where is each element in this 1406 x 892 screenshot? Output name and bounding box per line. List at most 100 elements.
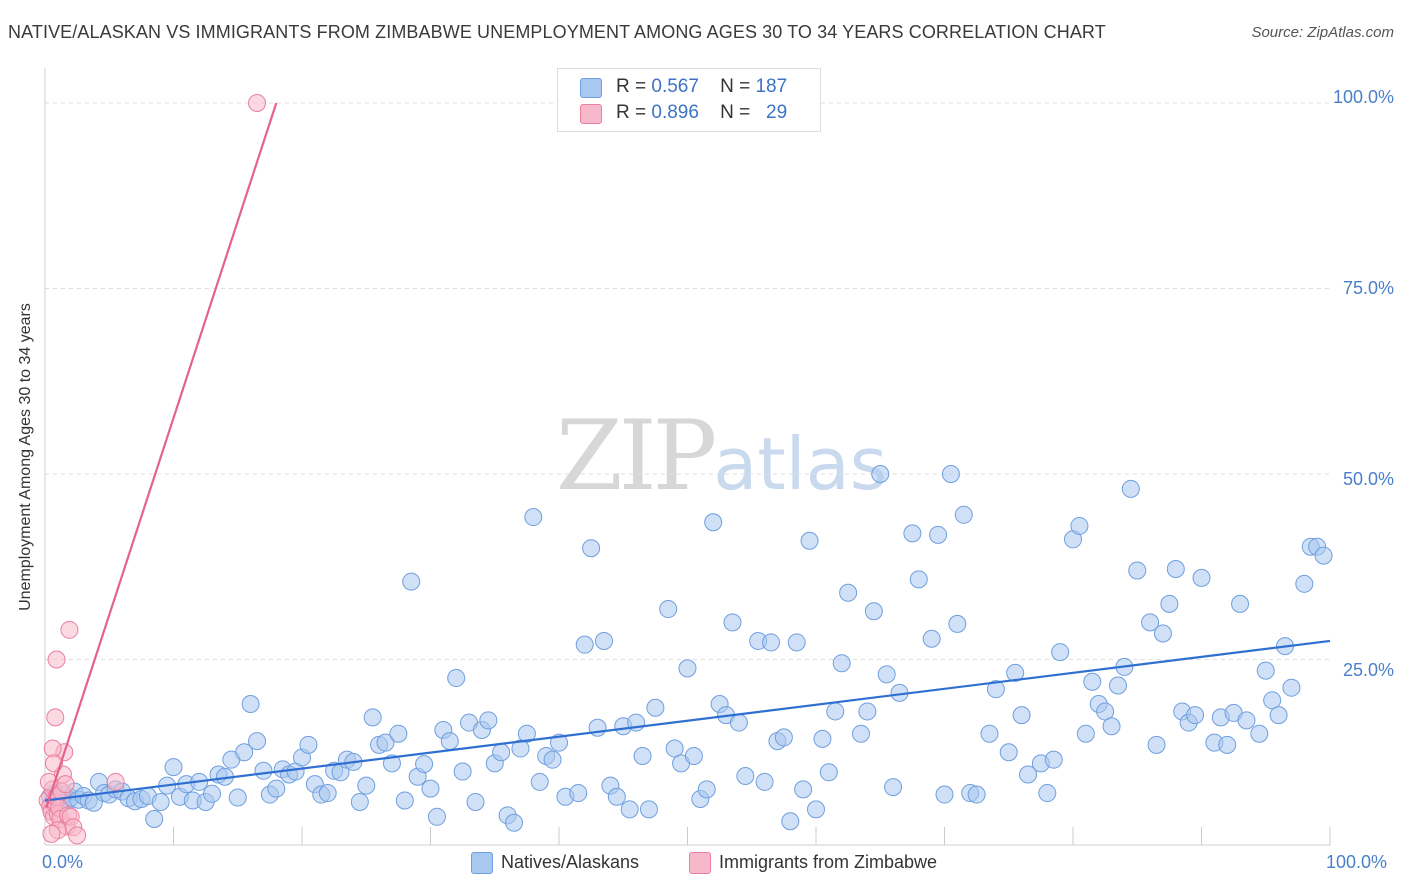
data-point — [254, 761, 273, 780]
trend-line — [44, 639, 1331, 802]
data-point — [530, 772, 549, 791]
data-point — [986, 680, 1005, 699]
data-point — [517, 724, 536, 743]
data-point — [164, 758, 183, 777]
watermark-atlas: atlas — [713, 422, 888, 506]
data-point — [145, 810, 164, 829]
legend-r-value: 0.567 — [651, 76, 699, 97]
data-point — [1153, 624, 1172, 643]
data-point — [1044, 750, 1063, 769]
trend-line — [45, 102, 278, 809]
data-point — [646, 698, 665, 717]
data-point — [60, 620, 79, 639]
data-point — [1141, 613, 1160, 632]
data-point — [980, 724, 999, 743]
data-point — [736, 766, 755, 785]
data-point — [948, 614, 967, 633]
data-point — [1051, 643, 1070, 662]
legend-r-label: R = — [616, 76, 647, 97]
data-point — [1070, 516, 1089, 535]
data-point — [421, 779, 440, 798]
legend-n-label: N = — [720, 102, 751, 123]
data-point — [582, 539, 601, 558]
data-point — [794, 780, 813, 799]
data-point — [1186, 706, 1205, 725]
data-point — [1166, 559, 1185, 578]
data-point — [382, 754, 401, 773]
data-point — [357, 776, 376, 795]
bottom-legend-swatch-zimbabwe — [689, 852, 711, 874]
data-point — [447, 669, 466, 688]
data-point — [826, 702, 845, 721]
data-point — [762, 633, 781, 652]
data-point — [594, 631, 613, 650]
data-point — [832, 654, 851, 673]
data-point — [248, 94, 267, 112]
data-point — [248, 732, 267, 751]
data-point — [1147, 735, 1166, 754]
data-point — [505, 813, 524, 832]
legend-n-value: 29 — [766, 102, 788, 123]
watermark: ZIPatlas — [556, 400, 887, 512]
data-point — [755, 772, 774, 791]
data-point — [1263, 691, 1282, 710]
data-point — [106, 772, 125, 791]
data-point — [884, 778, 903, 797]
data-point — [639, 800, 658, 819]
chart-title: NATIVE/ALASKAN VS IMMIGRANTS FROM ZIMBAB… — [8, 22, 1106, 42]
data-point — [1121, 479, 1140, 498]
data-point — [68, 826, 87, 845]
data-point — [864, 602, 883, 621]
data-point — [851, 724, 870, 743]
data-point — [813, 729, 832, 748]
data-point — [1231, 594, 1250, 613]
bottom-legend-label-zimbabwe: Immigrants from Zimbabwe — [719, 852, 938, 872]
data-point — [299, 735, 318, 754]
data-point — [774, 728, 793, 747]
chart-source: Source: ZipAtlas.com — [1251, 24, 1394, 41]
data-point — [877, 665, 896, 684]
data-point — [318, 784, 337, 803]
data-point — [967, 785, 986, 804]
data-point — [684, 746, 703, 765]
x-tick-label: 0.0% — [42, 852, 84, 872]
data-point — [999, 743, 1018, 762]
data-point — [1019, 765, 1038, 784]
data-point — [203, 784, 222, 803]
data-point — [1237, 711, 1256, 730]
data-point — [550, 733, 568, 752]
data-point — [376, 733, 395, 752]
data-point — [819, 763, 838, 782]
data-point — [440, 732, 459, 751]
bottom-legend-swatch-natives — [471, 852, 493, 874]
data-point — [389, 724, 408, 743]
data-point — [787, 633, 806, 652]
data-point — [575, 635, 594, 654]
data-point — [402, 572, 421, 591]
data-point — [678, 659, 697, 678]
data-point — [858, 702, 877, 721]
y-tick-label: 50.0% — [1342, 469, 1394, 489]
legend-n-value: 187 — [755, 76, 788, 97]
data-point — [607, 787, 626, 806]
data-point — [1038, 784, 1057, 803]
data-point — [697, 780, 716, 799]
data-point — [479, 711, 498, 730]
data-point — [800, 531, 819, 550]
data-point — [1160, 594, 1179, 613]
legend-n-label: N = — [720, 76, 751, 97]
data-point — [1076, 724, 1095, 743]
data-point — [46, 708, 65, 727]
data-point — [704, 513, 723, 532]
data-point — [350, 792, 369, 811]
data-point — [781, 812, 800, 831]
data-point — [839, 583, 858, 602]
y-tick-label: 100.0% — [1332, 87, 1394, 107]
data-point — [903, 524, 922, 543]
data-point — [427, 807, 446, 826]
data-point — [620, 800, 639, 819]
data-point — [235, 743, 254, 762]
data-point — [1108, 676, 1127, 695]
legend-swatch-natives — [580, 78, 602, 98]
